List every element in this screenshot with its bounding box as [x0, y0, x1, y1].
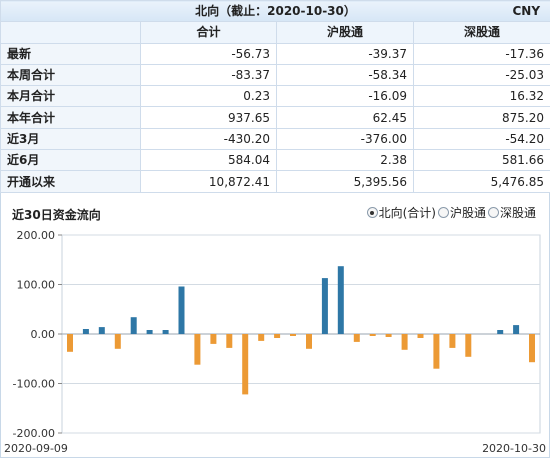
y-tick-label: 200.00: [17, 229, 56, 242]
row-label: 本周合计: [0, 63, 141, 87]
cell-value: -25.03: [412, 63, 550, 87]
row-label: 本年合计: [0, 106, 141, 129]
cell-value: 5,476.85: [412, 170, 550, 193]
cell-value: 581.66: [412, 149, 550, 172]
radio-selected-icon: [366, 207, 378, 218]
flow-bar: [497, 330, 504, 334]
flow-bar: [162, 330, 169, 334]
cell-value: 584.04: [140, 149, 277, 172]
flow-bar: [290, 334, 296, 336]
flow-bar: [465, 334, 472, 357]
row-label: 开通以来: [0, 170, 141, 193]
flow-bar: [385, 334, 392, 337]
cell-value: 875.20: [412, 106, 550, 129]
currency-label: CNY: [512, 4, 541, 18]
flow-bar-chart: 200.00 100.00 0.00 -100.00 -200.00 2020-09-09…: [4, 229, 546, 455]
row-label: 近3月: [0, 127, 141, 151]
cell-value: 16.32: [412, 85, 550, 108]
radio-label: 北向(合计): [378, 206, 436, 220]
flow-bar: [529, 334, 535, 363]
y-tick-label: 100.00: [17, 279, 56, 292]
table-row: 最新 -56.73 -39.37 -17.36: [0, 42, 550, 65]
x-end-label: 2020-10-30: [482, 442, 546, 455]
cell-value: -54.20: [412, 127, 550, 151]
cell-value: -56.73: [140, 42, 277, 65]
table-header: 北向（截止：2020-10-30） CNY: [0, 0, 550, 23]
flow-bar: [274, 334, 281, 338]
row-label: 最新: [0, 42, 141, 65]
radio-unselected-icon: [487, 207, 499, 218]
cell-value: -17.36: [412, 42, 550, 65]
table-row: 近6月 584.04 2.38 581.66: [0, 149, 550, 172]
cell-value: -39.37: [276, 42, 414, 65]
table-row: 本年合计 937.65 62.45 875.20: [0, 106, 550, 129]
flow-bar: [433, 334, 440, 369]
flow-bar: [337, 266, 344, 334]
radio-label: 沪股通: [449, 206, 486, 220]
flow-bar: [258, 334, 265, 341]
flow-bar: [178, 286, 185, 334]
cell-value: -376.00: [276, 127, 414, 151]
y-tick-label: -200.00: [13, 427, 55, 440]
flow-bar: [417, 334, 424, 338]
table-row: 近3月 -430.20 -376.00 -54.20: [0, 127, 550, 151]
flow-bar: [98, 327, 105, 334]
table-row: 本周合计 -83.37 -58.34 -25.03: [0, 63, 550, 87]
radio-shanghai-connect[interactable]: 沪股通: [437, 204, 486, 221]
x-start-label: 2020-09-09: [4, 442, 68, 455]
table-row: 开通以来 10,872.41 5,395.56 5,476.85: [0, 170, 550, 193]
chart-title: 近30日资金流向: [12, 208, 101, 222]
y-tick-label: 0.00: [31, 328, 56, 341]
flow-bar: [146, 330, 153, 334]
radio-label: 深股通: [499, 206, 536, 220]
radio-unselected-icon: [437, 207, 449, 218]
row-label: 近6月: [0, 149, 141, 172]
column-header-shanghai: 沪股通: [276, 21, 414, 44]
cell-value: -58.34: [276, 63, 414, 87]
cell-value: -16.09: [276, 85, 414, 108]
flow-bar: [306, 334, 312, 349]
flow-bar: [353, 334, 360, 342]
series-selector: 北向(合计) 沪股通 深股通: [366, 204, 536, 221]
flow-bar: [130, 317, 137, 334]
radio-shenzhen-connect[interactable]: 深股通: [487, 204, 536, 221]
corner-cell: [0, 21, 141, 44]
flow-bar: [194, 334, 201, 365]
flow-bar: [210, 334, 217, 344]
northbound-flow-table: 北向（截止：2020-10-30） CNY 合计 沪股通 深股通 最新 -56.…: [0, 0, 550, 193]
flow-bar: [114, 334, 121, 349]
y-tick-label: -100.00: [13, 378, 55, 391]
flow-bar: [67, 334, 73, 352]
cell-value: 2.38: [276, 149, 414, 172]
flow-bar: [321, 278, 328, 334]
cell-value: -83.37: [140, 63, 277, 87]
cell-value: 62.45: [276, 106, 414, 129]
flow-bar: [449, 334, 456, 348]
radio-northbound-total[interactable]: 北向(合计): [366, 204, 436, 221]
cell-value: 5,395.56: [276, 170, 414, 193]
cell-value: 937.65: [140, 106, 277, 129]
row-label: 本月合计: [0, 85, 141, 108]
table-title: 北向（截止：2020-10-30）: [195, 4, 356, 19]
column-header-total: 合计: [140, 21, 277, 44]
table-row: 本月合计 0.23 -16.09 16.32: [0, 85, 550, 108]
column-header-shenzhen: 深股通: [412, 21, 550, 44]
cell-value: -430.20: [140, 127, 277, 151]
flow-bar: [401, 334, 408, 350]
flow-bar: [369, 334, 376, 336]
flow-bar: [513, 325, 520, 334]
flow-bar: [226, 334, 233, 348]
cell-value: 0.23: [140, 85, 277, 108]
flow-bar: [242, 334, 249, 395]
flow-bar: [82, 329, 89, 334]
cell-value: 10,872.41: [140, 170, 277, 193]
